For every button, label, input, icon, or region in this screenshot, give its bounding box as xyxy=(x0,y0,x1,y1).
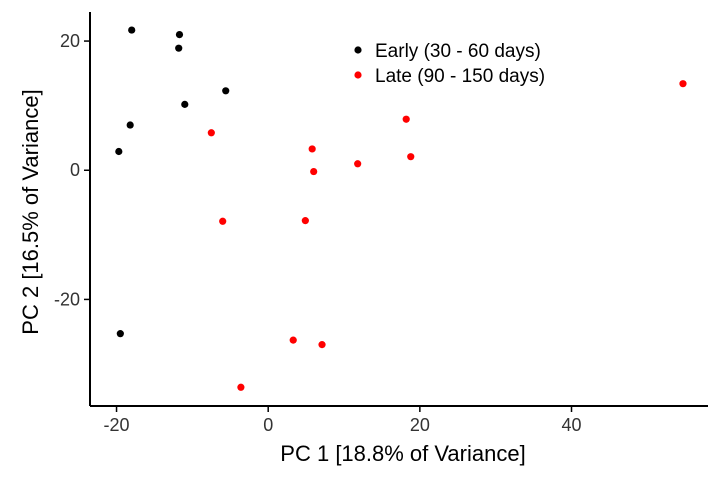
early-data-point xyxy=(175,31,184,39)
plot-area: -20 0 20 40 -20 0 20 xyxy=(54,12,708,435)
early-data-point xyxy=(126,121,134,129)
y-axis-title: PC 2 [16.5% of Variance] xyxy=(18,89,43,334)
legend-label: Late (90 - 150 days) xyxy=(375,66,545,87)
legend-swatch xyxy=(354,71,362,79)
late-data-point xyxy=(318,341,326,349)
late-data-point xyxy=(219,217,227,225)
x-axis-ticks: -20 0 20 40 xyxy=(104,406,582,435)
data-points xyxy=(115,26,687,391)
early-data-point xyxy=(128,26,136,34)
legend: Early (30 - 60 days) Late (90 - 150 days) xyxy=(354,41,545,87)
late-data-point xyxy=(402,115,410,123)
late-data-point xyxy=(301,217,309,225)
early-data-point xyxy=(116,330,124,338)
late-data-point xyxy=(237,383,245,391)
early-data-point xyxy=(222,87,230,95)
late-data-point xyxy=(308,145,316,153)
early-data-point xyxy=(115,147,123,156)
x-tick-label: 20 xyxy=(410,415,430,435)
legend-label: Early (30 - 60 days) xyxy=(375,41,541,62)
early-data-point xyxy=(175,44,183,52)
y-tick-label: 0 xyxy=(70,160,80,180)
y-tick-label: 20 xyxy=(60,31,80,51)
legend-swatch xyxy=(354,46,362,54)
late-data-point xyxy=(207,129,215,137)
x-tick-label: 40 xyxy=(561,415,581,435)
y-axis-ticks: -20 0 20 xyxy=(54,31,90,309)
early-data-point xyxy=(181,100,189,108)
y-tick-label: -20 xyxy=(54,289,80,309)
late-data-point xyxy=(310,167,318,176)
x-axis-title: PC 1 [18.8% of Variance] xyxy=(280,441,525,466)
x-tick-label: -20 xyxy=(104,415,130,435)
late-data-point xyxy=(289,336,297,344)
late-data-point xyxy=(679,80,687,88)
late-data-point xyxy=(407,153,415,161)
late-data-point xyxy=(354,160,362,168)
x-tick-label: 0 xyxy=(263,415,273,435)
